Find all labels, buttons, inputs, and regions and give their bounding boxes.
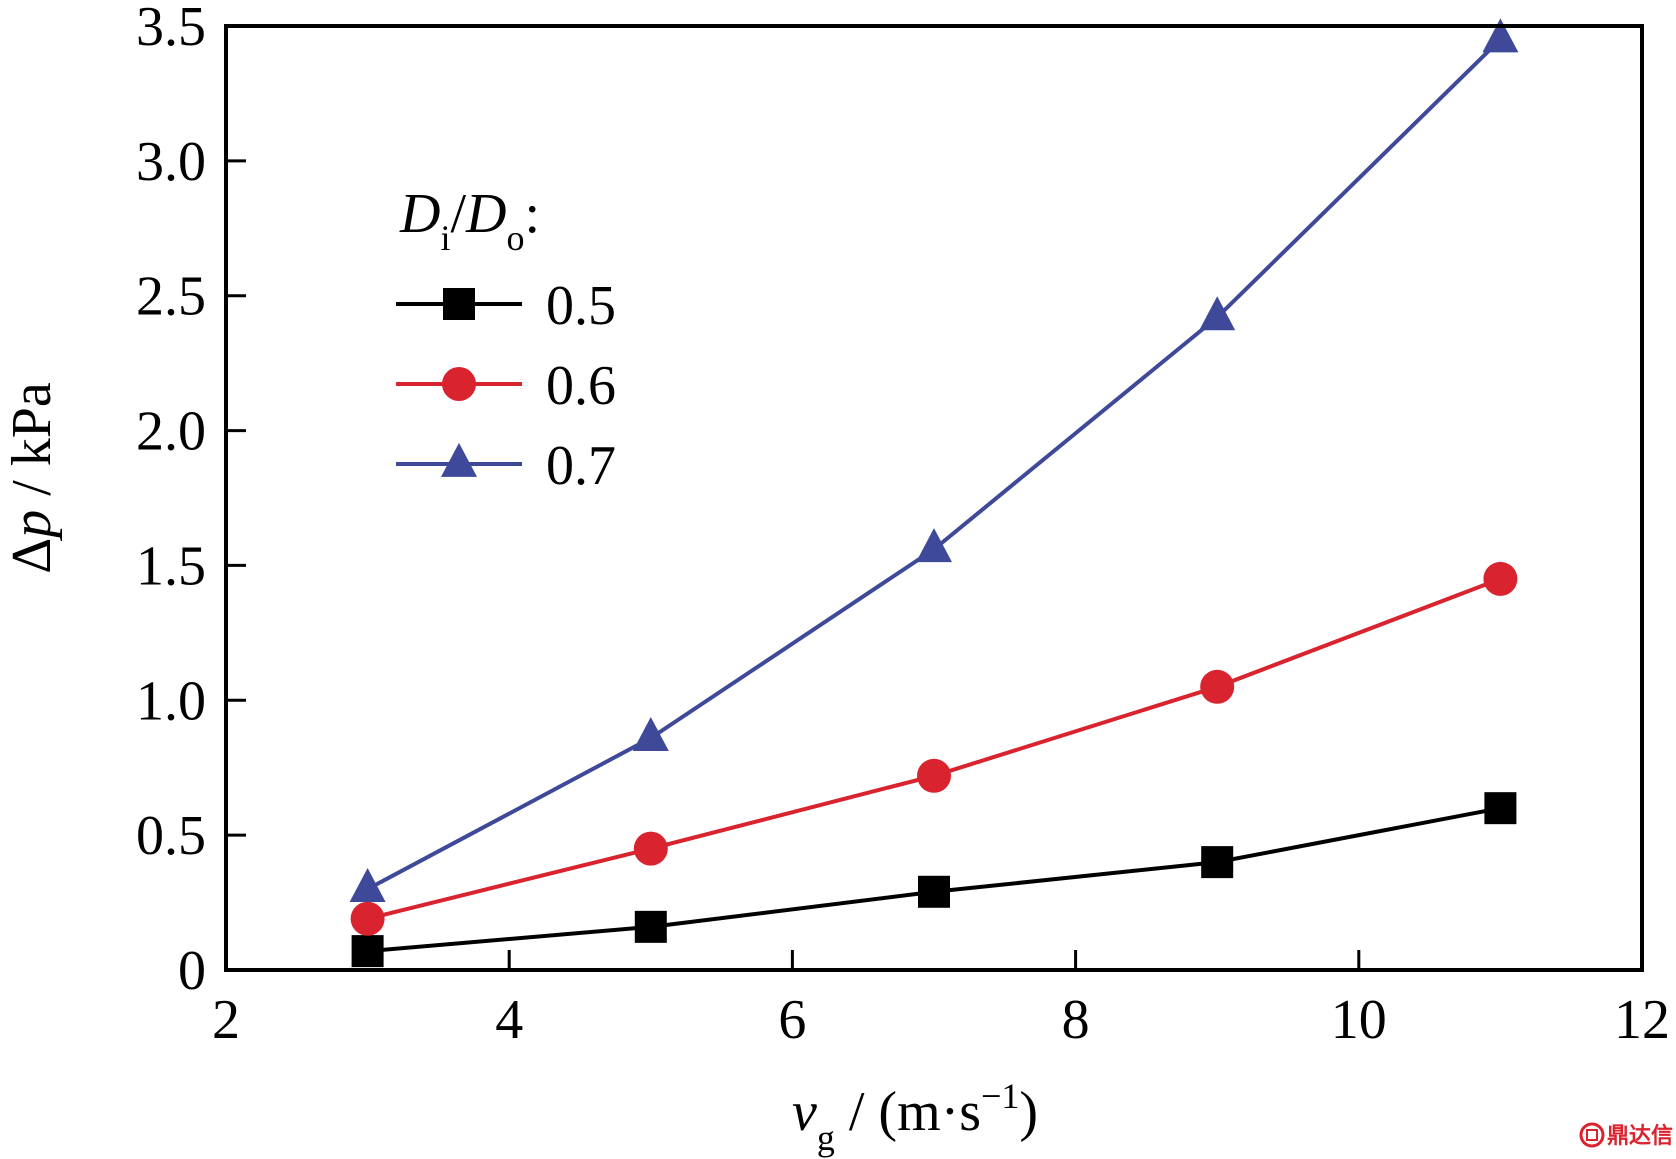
legend-entry: 0.6 — [396, 355, 616, 417]
data-point — [634, 910, 667, 943]
data-point — [632, 716, 669, 751]
data-point — [350, 901, 385, 936]
watermark-text: 鼎达信 — [1607, 1123, 1673, 1149]
legend-title-d1: D — [399, 183, 440, 245]
data-point — [1200, 669, 1235, 704]
data-point — [1482, 18, 1519, 53]
data-point — [1199, 296, 1236, 331]
y-tick-label: 1.0 — [136, 670, 206, 732]
legend-label: 0.6 — [546, 355, 616, 417]
y-axis-label-delta: Δ — [1, 538, 63, 574]
y-tick-label: 3.0 — [136, 131, 206, 193]
series-line — [367, 577, 1502, 921]
data-point — [1483, 561, 1518, 596]
y-tick-label: 3.5 — [136, 0, 206, 58]
legend-title-sub1: i — [440, 218, 450, 258]
legend-marker — [442, 367, 476, 401]
y-tick-label: 0.5 — [136, 805, 206, 867]
legend-title: Di/Do: — [399, 183, 540, 258]
y-axis-label: Δp / kPa — [1, 382, 63, 574]
y-tick-label: 2.5 — [136, 266, 206, 328]
legend-marker — [441, 442, 477, 477]
y-tick-label: 2.0 — [136, 401, 206, 463]
series-layer — [349, 18, 1519, 968]
x-axis-label-unit-prefix: / (m·s — [835, 1081, 981, 1143]
data-point — [351, 935, 384, 968]
legend-entry: 0.5 — [396, 275, 616, 337]
x-tick-label: 8 — [1062, 989, 1090, 1051]
data-point — [633, 831, 668, 866]
legend-entry: 0.7 — [396, 435, 616, 497]
x-axis-label-unit-sup: −1 — [981, 1076, 1019, 1116]
x-axis-label: vg / (m·s−1) — [792, 1076, 1038, 1158]
ticks-layer: 2 4 6 8 10 12 0 0.5 1.0 1.5 2.0 2.5 3.0 3.5 — [136, 0, 1670, 1051]
plot-frame — [224, 24, 1644, 972]
x-tick-label: 10 — [1331, 989, 1387, 1051]
logo-icon — [1579, 1122, 1605, 1148]
series-triangle — [349, 18, 1519, 903]
y-axis-label-unit: / kPa — [1, 382, 63, 510]
series-square — [351, 792, 1517, 968]
x-axis-label-main: v — [792, 1081, 817, 1143]
x-tick-label: 12 — [1614, 989, 1670, 1051]
legend-title-colon: : — [524, 183, 540, 245]
legend-title-d2: D — [465, 183, 506, 245]
legend-title-slash: / — [450, 183, 466, 245]
x-axis-label-sub: g — [817, 1118, 835, 1158]
y-tick-label: 0 — [178, 940, 206, 1002]
legend-marker — [443, 288, 475, 320]
data-point — [916, 528, 952, 563]
y-tick-label: 1.5 — [136, 535, 206, 597]
logo-icon-inner — [1586, 1129, 1598, 1141]
legend: Di/Do: 0.5 0.6 0.7 — [396, 183, 616, 497]
legend-label: 0.7 — [546, 435, 616, 497]
x-tick-label: 4 — [495, 989, 523, 1051]
y-axis-label-var: p — [1, 510, 63, 542]
x-tick-label: 2 — [212, 989, 240, 1051]
watermark: 鼎达信 — [1579, 1122, 1673, 1149]
data-point — [1484, 792, 1517, 825]
legend-label: 0.5 — [546, 275, 616, 337]
legend-entries: 0.5 0.6 0.7 — [396, 275, 616, 497]
series-circle — [350, 561, 1518, 936]
data-point — [917, 758, 951, 793]
x-axis-label-unit-suffix: ) — [1019, 1081, 1038, 1143]
data-point — [349, 868, 386, 903]
legend-title-sub2: o — [506, 218, 524, 258]
data-point — [918, 875, 950, 908]
data-point — [1201, 846, 1234, 879]
x-tick-label: 6 — [778, 989, 806, 1051]
